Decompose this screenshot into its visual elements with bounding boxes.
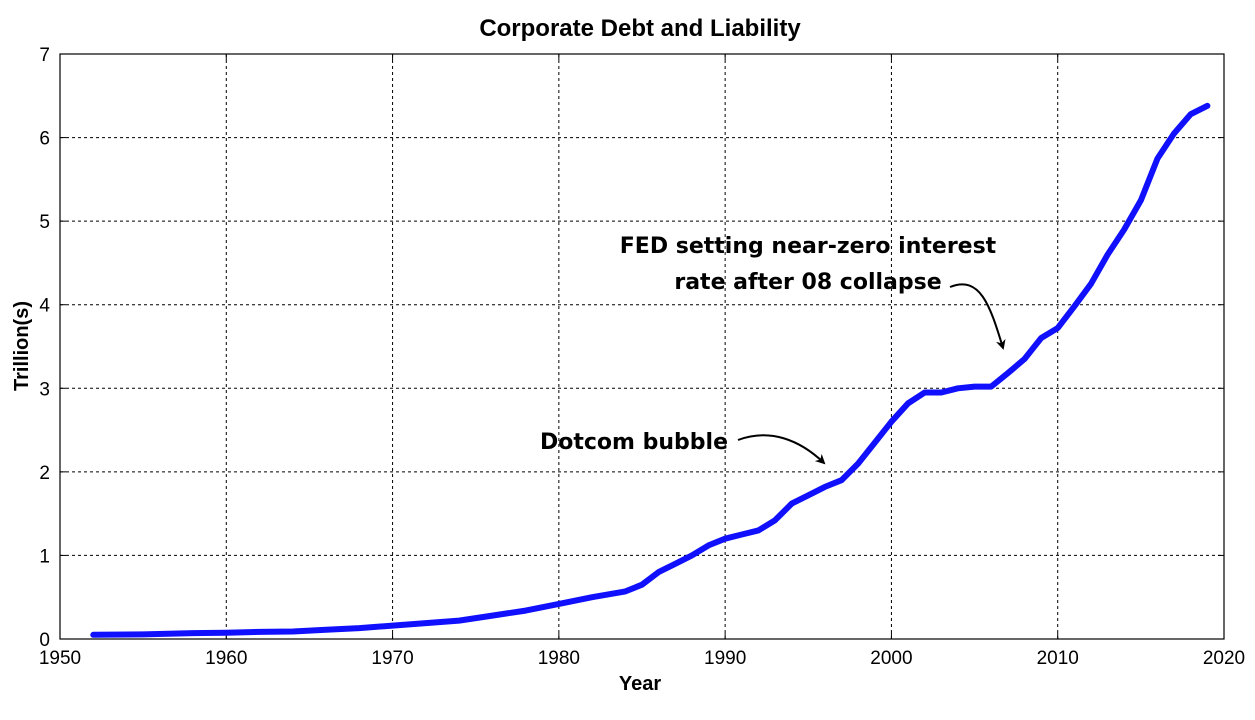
- y-tick-label: 4: [39, 296, 50, 317]
- x-tick-label: 2010: [1037, 648, 1079, 669]
- x-tick-label: 1950: [39, 648, 81, 669]
- y-tick-label: 6: [39, 129, 50, 150]
- y-axis-label: Trillion(s): [11, 301, 33, 391]
- y-tick-label: 1: [39, 546, 50, 567]
- series-layer: [90, 102, 1211, 638]
- chart-title: Corporate Debt and Liability: [479, 15, 801, 42]
- annotation-dotcom: Dotcom bubble: [540, 430, 728, 455]
- x-tick-label: 1990: [704, 648, 746, 669]
- y-tick-label: 5: [39, 212, 50, 233]
- plot-frame: [59, 53, 1225, 640]
- annotation-dotcom-arrow: [737, 434, 826, 465]
- y-tick-label: 0: [39, 630, 50, 651]
- y-tick-label: 7: [39, 45, 50, 66]
- annotation-fed-line2: rate after 08 collapse: [674, 270, 941, 295]
- annotation-fed-line1: FED setting near-zero interest: [620, 234, 997, 259]
- x-tick-label: 2020: [1203, 648, 1245, 669]
- x-tick-label: 1960: [205, 648, 247, 669]
- x-tick-label: 1980: [538, 648, 580, 669]
- x-tick-label: 2000: [870, 648, 912, 669]
- x-tick-label: 1970: [371, 648, 413, 669]
- y-tick-label: 2: [39, 463, 50, 484]
- y-tick-label: 3: [39, 379, 50, 400]
- x-axis-label: Year: [619, 673, 661, 695]
- tick-labels: 1950 1960 1970 1980 1990 2000 2010 2020 0 1 2 3 4 5 6 7: [39, 45, 1245, 669]
- annotation-fed-arrow: [949, 283, 1006, 350]
- series-line: [90, 102, 1211, 638]
- grid: [59, 53, 1225, 640]
